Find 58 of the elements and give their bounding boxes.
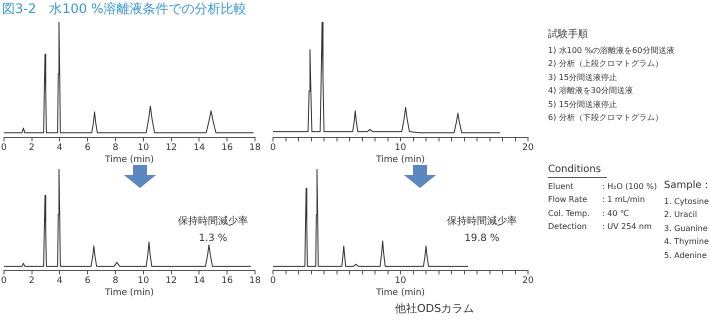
x-tick-label: 4 xyxy=(56,143,63,154)
text: Detection xyxy=(548,221,588,233)
x-tick-label: 6 xyxy=(84,276,91,286)
x-tick-label: 0 xyxy=(270,276,276,286)
text: Sample： xyxy=(664,179,710,192)
text: 3) 15分間送液停止 xyxy=(548,72,618,84)
text: 3. Guanine xyxy=(664,222,709,234)
x-tick-label: 0 xyxy=(0,143,7,154)
x-tick-label: 18 xyxy=(249,143,261,154)
chart-title: 図3-2 水100 %溶離液条件での分析比較 xyxy=(2,1,247,18)
text: Conditions xyxy=(548,163,607,178)
text: 4) 溶離液を30分間送液 xyxy=(548,85,634,97)
text: 1) 水100 %の溶離液を60分間送液 xyxy=(548,44,676,56)
x-tick-label: 12 xyxy=(166,143,178,154)
x-tick-label: 2 xyxy=(28,276,35,286)
x-tick-label: 10 xyxy=(138,276,150,286)
annotation: 1.3 % xyxy=(198,232,228,246)
text: 他社ODSカラム xyxy=(395,301,474,316)
text: 4. Thymine xyxy=(664,236,710,248)
x-axis-title: Time (min) xyxy=(375,154,425,165)
text: 5. Adenine xyxy=(664,250,708,262)
text: : UV 254 nm xyxy=(602,221,653,233)
x-tick-label: 10 xyxy=(394,143,406,154)
x-tick-label: 20 xyxy=(522,276,534,286)
x-tick-label: 6 xyxy=(84,143,91,154)
x-tick-label: 20 xyxy=(522,143,534,154)
x-tick-label: 16 xyxy=(221,276,234,286)
text: : 40 ℃ xyxy=(602,208,630,220)
x-tick-label: 4 xyxy=(56,276,63,286)
text: 6) 分析（下段クロマトグラム） xyxy=(548,112,664,124)
text: Flow Rate xyxy=(548,194,588,206)
text: 2. Uracil xyxy=(664,209,698,221)
x-tick-label: 2 xyxy=(28,143,35,154)
text: 5) 15分間送液停止 xyxy=(548,98,618,110)
x-tick-label: 18 xyxy=(249,276,261,286)
text: 1. Cytosine xyxy=(664,196,710,208)
annotation: 保持時間減少率 xyxy=(447,214,517,229)
x-axis-title: Time (min) xyxy=(104,288,154,298)
x-tick-label: 10 xyxy=(138,143,150,154)
text: 試験手順 xyxy=(548,28,589,42)
x-tick-label: 16 xyxy=(221,143,234,154)
annotation: 保持時間減少率 xyxy=(178,214,248,229)
text: : 1 mL/min xyxy=(602,194,646,206)
x-axis-title: Time (min) xyxy=(375,288,425,298)
text: Eluent xyxy=(548,180,574,192)
x-axis-title: Time (min) xyxy=(104,154,154,165)
x-tick-label: 14 xyxy=(193,276,206,286)
x-tick-label: 12 xyxy=(166,276,178,286)
x-tick-label: 10 xyxy=(394,276,406,286)
annotation: 19.8 % xyxy=(464,232,500,246)
text: : H₂O (100 %) xyxy=(602,180,658,192)
x-tick-label: 14 xyxy=(193,143,206,154)
x-tick-label: 8 xyxy=(112,276,119,286)
x-tick-label: 0 xyxy=(270,143,276,154)
text: 2) 分析（上段クロマトグラム） xyxy=(548,58,664,70)
x-tick-label: 0 xyxy=(0,276,7,286)
text: Col. Temp. xyxy=(548,208,591,220)
x-tick-label: 8 xyxy=(112,143,119,154)
